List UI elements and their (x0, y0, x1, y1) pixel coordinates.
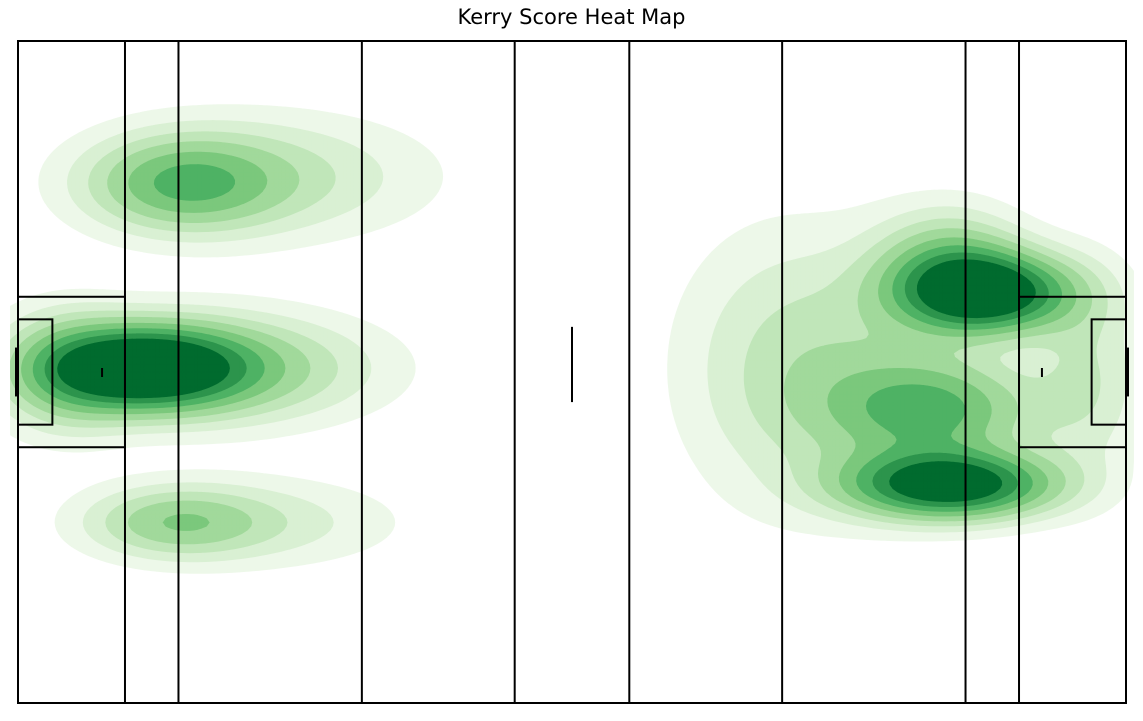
chart-title: Kerry Score Heat Map (457, 5, 686, 29)
small-box-left (17, 318, 54, 426)
density-layer (10, 104, 1134, 574)
pitch-lines (15, 40, 1129, 704)
density-band-8 (57, 259, 1036, 502)
small-box-right (1090, 318, 1127, 426)
